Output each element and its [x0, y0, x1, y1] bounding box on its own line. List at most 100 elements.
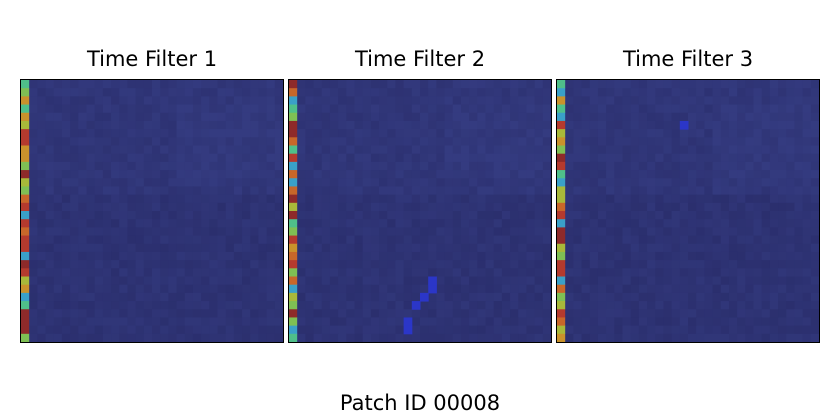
heatmap-cell — [671, 301, 681, 310]
heatmap-cell — [297, 153, 306, 163]
heatmap-cell — [622, 284, 632, 294]
heatmap-cell — [622, 129, 632, 138]
heatmap-cell — [802, 194, 812, 204]
heatmap-cell — [573, 243, 583, 253]
heatmap-cell — [679, 235, 689, 245]
heatmap-cell — [354, 153, 364, 163]
heatmap-cell — [728, 178, 738, 187]
heatmap-cell — [29, 219, 38, 228]
heatmap-cell — [78, 284, 87, 294]
heatmap-cell — [250, 333, 259, 342]
heatmap-cell — [274, 243, 283, 253]
heatmap-cell — [704, 96, 714, 106]
heatmap-cell — [321, 145, 331, 155]
heatmap-cell — [305, 276, 315, 286]
heatmap-cell — [696, 284, 705, 294]
heatmap-cell — [403, 202, 413, 212]
heatmap-cell — [737, 251, 746, 261]
heatmap-cell — [127, 219, 137, 228]
heatmap-cell — [712, 153, 722, 163]
heatmap-cell — [534, 137, 544, 146]
heatmap-cell — [655, 211, 664, 220]
heatmap-cell — [573, 284, 583, 294]
heatmap-cell — [78, 202, 87, 212]
heatmap-cell — [696, 211, 705, 220]
heatmap-cell — [362, 227, 372, 237]
heatmap-cell — [737, 88, 746, 97]
heatmap-cell — [152, 227, 161, 237]
heatmap-cell — [258, 219, 268, 228]
heatmap-cell — [111, 276, 120, 286]
heatmap-cell — [769, 202, 779, 212]
heatmap-cell — [761, 80, 771, 89]
heatmap-cell — [696, 202, 705, 212]
heatmap-cell — [176, 211, 186, 220]
heatmap-cell — [761, 178, 771, 187]
heatmap-cell — [370, 170, 380, 179]
heatmap-cell — [176, 137, 186, 146]
heatmap-cell — [250, 178, 259, 187]
heatmap-cell — [444, 219, 454, 228]
heatmap-cell — [338, 276, 347, 286]
heatmap-cell — [688, 129, 697, 138]
heatmap-cell — [753, 96, 763, 106]
heatmap-cell — [786, 333, 795, 342]
heatmap-cell — [354, 88, 364, 97]
heatmap-cell — [630, 153, 640, 163]
heatmap-cell — [305, 309, 315, 318]
heatmap-cell — [606, 227, 615, 237]
heatmap-cell — [696, 227, 705, 237]
heatmap-cell — [460, 194, 470, 204]
heatmap-cell — [534, 317, 544, 327]
heatmap-cell — [469, 137, 478, 146]
heatmap-cell — [321, 276, 331, 286]
heatmap-cell — [379, 153, 388, 163]
heatmap-cell — [329, 219, 339, 228]
heatmap-cell — [614, 129, 623, 138]
heatmap-cell — [720, 211, 730, 220]
heatmap-cell — [589, 178, 599, 187]
heatmap-cell — [794, 292, 804, 302]
heatmap-cell — [338, 186, 347, 196]
heatmap-cell — [70, 268, 79, 277]
heatmap-cell — [728, 268, 738, 277]
heatmap-cell — [534, 309, 544, 318]
heatmap-cell — [493, 309, 503, 318]
heatmap-cell — [45, 153, 55, 163]
heatmap-cell — [370, 309, 380, 318]
heatmap-cell — [266, 186, 276, 196]
heatmap-cell — [21, 325, 30, 335]
heatmap-cell — [225, 268, 235, 277]
heatmap-cell — [501, 235, 511, 245]
heatmap-cell — [289, 276, 298, 286]
heatmap-cell — [638, 235, 648, 245]
heatmap-cell — [728, 112, 738, 122]
heatmap-cell — [622, 145, 632, 155]
heatmap-cell — [411, 276, 421, 286]
heatmap-cell — [728, 325, 738, 335]
heatmap-cell — [688, 301, 697, 310]
heatmap-cell — [663, 309, 673, 318]
heatmap-cell — [501, 211, 511, 220]
heatmap-cell — [679, 137, 689, 146]
heatmap-cell — [696, 243, 705, 253]
heatmap-cell — [696, 153, 705, 163]
heatmap-cell — [622, 276, 632, 286]
heatmap-cell — [794, 219, 804, 228]
heatmap-cell — [266, 260, 276, 269]
heatmap-cell — [102, 333, 112, 342]
heatmap-cell — [802, 260, 812, 269]
heatmap-cell — [127, 227, 137, 237]
heatmap-cell — [70, 202, 79, 212]
heatmap-cell — [786, 219, 795, 228]
heatmap-cell — [160, 96, 169, 106]
heatmap-cell — [728, 309, 738, 318]
heatmap-cell — [688, 153, 697, 163]
heatmap-cell — [225, 260, 235, 269]
heatmap-cell — [452, 112, 462, 122]
heatmap-cell — [518, 104, 527, 114]
heatmap-cell — [160, 104, 169, 114]
heatmap-cell — [753, 309, 763, 318]
heatmap-cell — [589, 325, 599, 335]
heatmap-cell — [119, 194, 128, 204]
